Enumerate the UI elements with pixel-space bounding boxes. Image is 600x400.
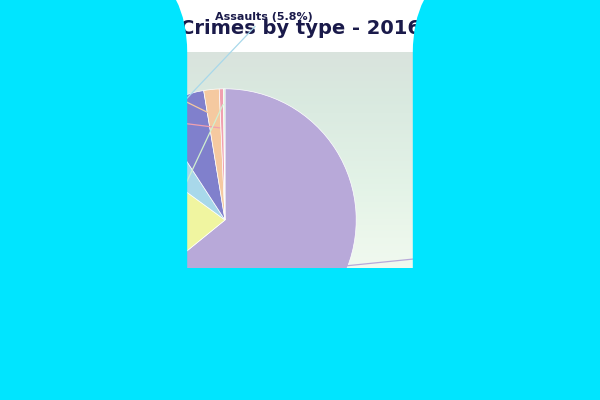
Text: Assaults (5.8%): Assaults (5.8%) — [150, 12, 313, 137]
Text: Robberies (1.9%): Robberies (1.9%) — [0, 25, 212, 114]
Wedge shape — [123, 89, 356, 351]
Text: Thefts (64.2%): Thefts (64.2%) — [328, 248, 521, 268]
Text: Auto thefts (6.6%): Auto thefts (6.6%) — [0, 58, 187, 127]
Text: Arson (0.2%): Arson (0.2%) — [39, 104, 223, 400]
Text: Crimes by type - 2016: Crimes by type - 2016 — [179, 19, 421, 38]
Text: Rapes (0.5%): Rapes (0.5%) — [0, 97, 220, 128]
Text: City-Data.com: City-Data.com — [462, 74, 546, 86]
Wedge shape — [119, 110, 225, 220]
Wedge shape — [94, 143, 225, 303]
Text: Burglaries (20.9%): Burglaries (20.9%) — [0, 202, 118, 222]
Wedge shape — [203, 89, 225, 220]
Wedge shape — [154, 90, 225, 220]
Wedge shape — [219, 89, 225, 220]
Wedge shape — [223, 89, 225, 220]
